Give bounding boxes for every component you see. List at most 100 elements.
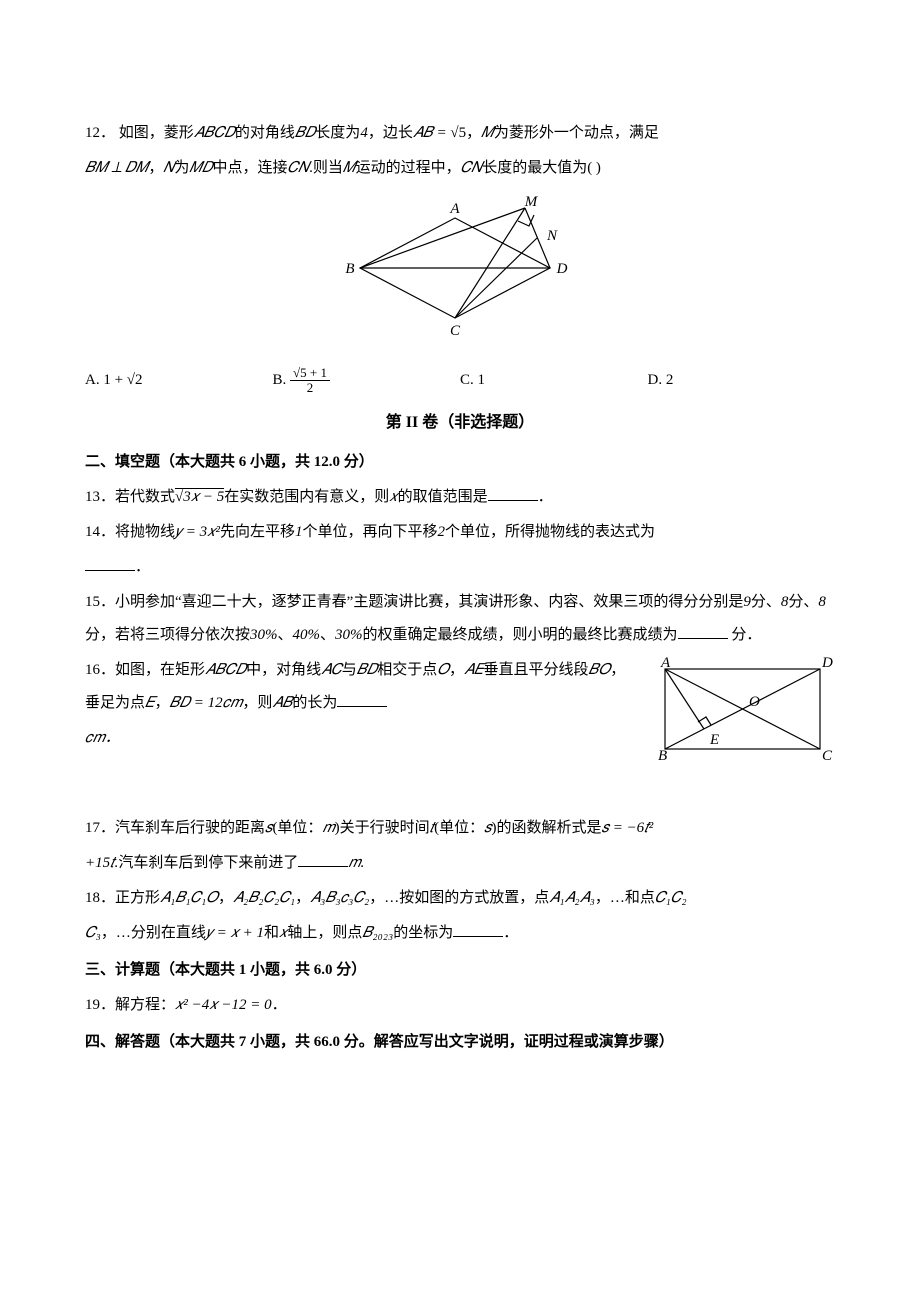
t: 小明参加“喜迎二十大，逐梦正青春”主题演讲比赛，其演讲形象、内容、效果三项的得分… (115, 594, 743, 610)
t: 分、 (788, 594, 818, 610)
blank (678, 624, 728, 639)
cm: 𝑐𝑚． (85, 730, 120, 746)
ab: 𝐴𝐵 (272, 695, 292, 711)
expr: √3𝑥 − 5 (175, 488, 224, 505)
t: 中，对角线 (246, 662, 321, 678)
t: 个单位，所得抛物线的表达式为 (445, 524, 655, 540)
perp: ⊥ (108, 160, 126, 176)
p2: 𝐶₁𝐶₂ (655, 890, 687, 906)
o: 𝑂 (437, 662, 449, 678)
ans-header: 四、解答题（本大题共 7 小题，共 66.0 分。解答应写出文字说明，证明过程或… (85, 1026, 835, 1059)
sec: 𝑠 (484, 820, 491, 836)
p: ． (538, 489, 553, 505)
t: 相交于点 (377, 662, 437, 678)
v: 2 (666, 372, 674, 388)
q17: 17．汽车刹车后行驶的距离𝑠(单位：𝑚)关于行驶时间𝑡(单位：𝑠)的函数解析式是… (85, 812, 835, 845)
m: 𝑚 (322, 820, 334, 836)
cn: 𝐶𝑁 (288, 160, 310, 176)
p: ． (272, 997, 287, 1013)
fill-header: 二、填空题（本大题共 6 小题，共 12.0 分） (85, 446, 835, 479)
t: 与 (342, 662, 357, 678)
t: 分，若将三项得分依次按 (85, 627, 250, 643)
t: 的对角线 (235, 125, 295, 141)
expr: 𝑥² −4𝑥 −12 = 0 (175, 997, 272, 1013)
t: 的取值范围是 (398, 489, 488, 505)
t: 的权重确定最终成绩，则小明的最终比赛成绩为 (363, 627, 678, 643)
t: 和 (264, 925, 279, 941)
v: 1 (478, 372, 486, 388)
expr: 𝑦 = 3𝑥² (175, 524, 220, 540)
sqrt5: √5 (450, 125, 466, 141)
c: 、 (320, 627, 335, 643)
abcd: 𝐴𝐵𝐶𝐷 (205, 662, 246, 678)
c: 、 (278, 627, 293, 643)
l: D. (648, 372, 666, 388)
c: ， (449, 662, 464, 678)
t: 垂直且平分线段 (484, 662, 589, 678)
b: 𝐵₂₀₂₃ (362, 925, 393, 941)
four: 4 (360, 125, 368, 141)
c: ，… (101, 925, 131, 941)
q12-line1: 12． 如图，菱形𝐴𝐵𝐶𝐷的对角线𝐵𝐷长度为4，边长𝐴𝐵 = √5，𝑀为菱形外一… (85, 117, 835, 150)
t: )关于行驶时间 (335, 820, 430, 836)
x: 𝑥 (389, 489, 397, 505)
t: 正方形 (115, 890, 160, 906)
e2: +15𝑡. (85, 855, 118, 871)
t: ， (466, 125, 481, 141)
t: 将抛物线 (115, 524, 175, 540)
t: 先向左平移 (220, 524, 295, 540)
c: ，… (369, 890, 399, 906)
q15: 15．小明参加“喜迎二十大，逐梦正青春”主题演讲比赛，其演讲形象、内容、效果三项… (85, 586, 835, 652)
calc-header: 三、计算题（本大题共 1 小题，共 6.0 分） (85, 954, 835, 987)
den: 2 (290, 381, 330, 395)
blank (337, 692, 387, 707)
t: 轴上，则点 (287, 925, 362, 941)
ab: 𝐴𝐵 (413, 125, 433, 141)
q14-blank: ． (85, 551, 835, 584)
opt-b: B. √5 + 12 (273, 364, 461, 397)
m: 𝑀 (481, 125, 494, 141)
t: 分别在直线 (131, 925, 206, 941)
t: ， (155, 695, 170, 711)
bo: 𝐵𝑂 (589, 662, 611, 678)
ae: 𝐴𝐸 (464, 662, 484, 678)
t: )的函数解析式是 (492, 820, 602, 836)
l: A. (85, 372, 103, 388)
t: ，则 (242, 695, 272, 711)
s3: 8 (818, 594, 826, 610)
t: 长度为 (315, 125, 360, 141)
t: 长度的最大值为( ) (482, 160, 601, 176)
label-c: C (450, 323, 461, 339)
bd: 𝐵𝐷 (295, 125, 315, 141)
num: √5 + 1 (290, 366, 330, 381)
t: 的长为 (292, 695, 337, 711)
q12-line2: 𝐵𝑀 ⊥ 𝐷𝑀，𝑁为𝑀𝐷中点，连接𝐶𝑁.则当𝑀运动的过程中，𝐶𝑁长度的最大值为(… (85, 152, 835, 185)
u: 分． (728, 627, 762, 643)
sq2: 𝐴₂𝐵₂𝐶₂𝐶₁ (233, 890, 295, 906)
t: 汽车刹车后到停下来前进了 (118, 855, 298, 871)
label-d: D (556, 261, 568, 277)
t: .则当 (309, 160, 343, 176)
dm: 𝐷𝑀 (125, 160, 148, 176)
t: 为菱形外一个动点，满足 (494, 125, 659, 141)
label-e: E (709, 732, 719, 748)
p2: 40% (293, 627, 321, 643)
opt-d: D. 2 (648, 364, 836, 397)
num: 13． (85, 489, 115, 505)
t: 运动的过程中， (356, 160, 461, 176)
t: (单位： (272, 820, 322, 836)
label-d: D (821, 655, 833, 671)
t: (单位： (434, 820, 484, 836)
num: 14． (85, 524, 115, 540)
sq3: 𝐴₃𝐵₃𝑐₃𝐶₂ (310, 890, 369, 906)
t: 汽车刹车后行驶的距离 (115, 820, 265, 836)
s1: 9 (743, 594, 751, 610)
num: 18． (85, 890, 115, 906)
abcd: 𝐴𝐵𝐶𝐷 (194, 125, 235, 141)
label-n: N (546, 228, 558, 244)
label-a: A (449, 201, 460, 217)
label-m: M (524, 194, 539, 210)
q17-line2: +15𝑡.汽车刹车后到停下来前进了𝑚. (85, 847, 835, 880)
ac: 𝐴𝐶 (321, 662, 342, 678)
bm: 𝐵𝑀 (85, 160, 108, 176)
